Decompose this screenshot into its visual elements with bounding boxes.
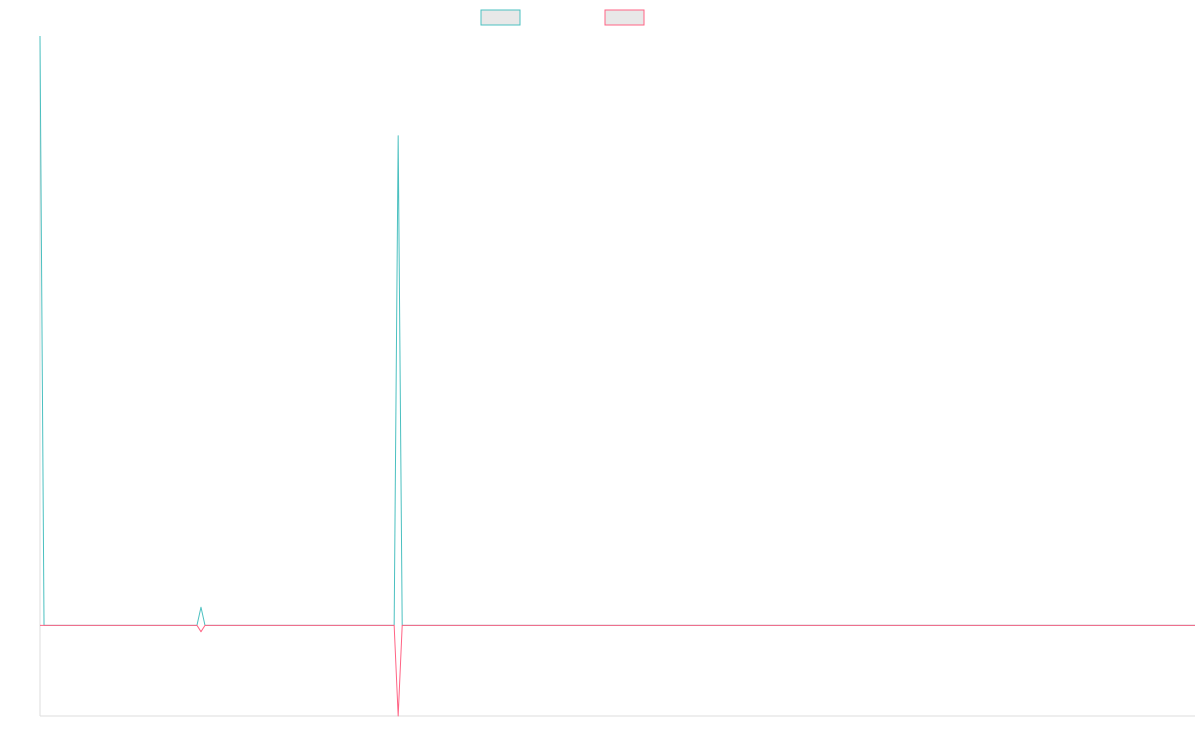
legend-swatch [480,9,521,26]
legend-item [604,9,645,26]
legend [480,9,645,26]
legend-swatch [604,9,645,26]
series-layer [39,35,1195,717]
axes [39,36,1195,717]
legend-item [480,9,521,26]
series-line-1 [39,35,1195,626]
series-line-2 [40,624,1195,717]
